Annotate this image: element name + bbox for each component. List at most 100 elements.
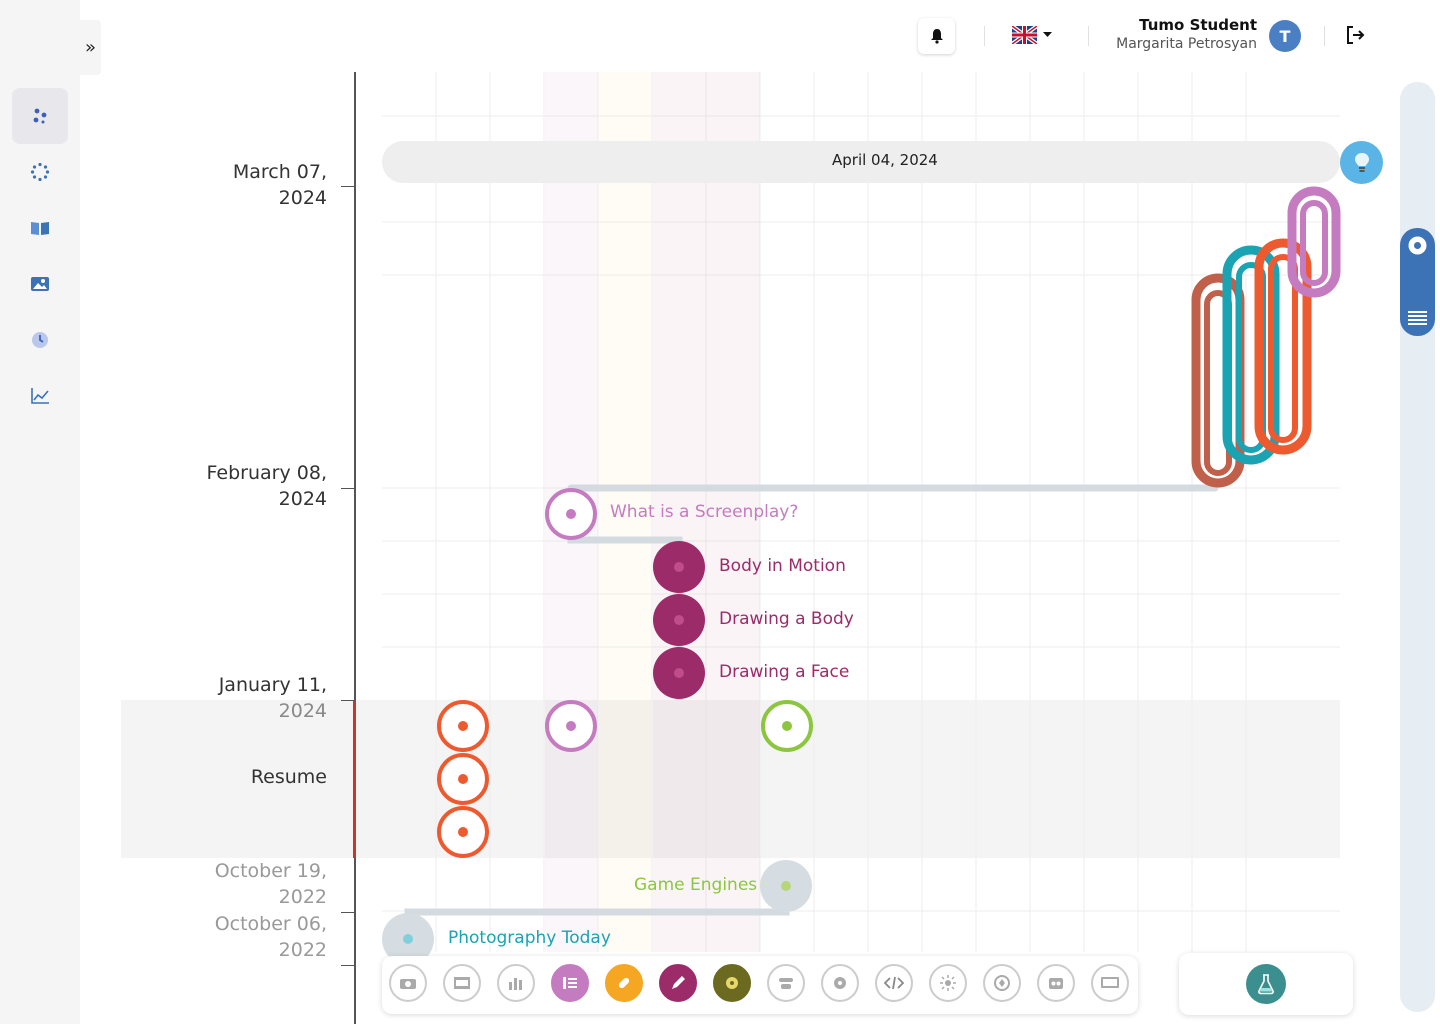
activity-label[interactable]: What is a Screenplay? (610, 502, 799, 522)
code-icon (884, 976, 904, 990)
date-label: January 11, 2024 (218, 674, 327, 722)
resume-node[interactable] (437, 753, 489, 805)
chart-icon (31, 388, 49, 404)
studio-button-film[interactable] (443, 964, 481, 1002)
resume-node[interactable] (437, 700, 489, 752)
activity-node[interactable] (545, 488, 597, 540)
robotics-icon (779, 978, 793, 989)
sidebar-item-clock[interactable] (12, 312, 68, 368)
studio-button-code[interactable] (875, 964, 913, 1002)
divider (1088, 26, 1089, 46)
date-banner (382, 141, 1340, 183)
date-label: February 08, 2024 (206, 462, 327, 510)
paperclip-stack (1191, 186, 1341, 488)
scrollbar-thumb[interactable] (1400, 228, 1435, 336)
resume-node[interactable] (761, 700, 813, 752)
studio-button-game[interactable] (713, 964, 751, 1002)
sidebar (0, 0, 80, 1024)
activity-node[interactable] (653, 647, 705, 699)
sidebar-item-book[interactable] (12, 200, 68, 256)
clock-icon (32, 332, 48, 348)
divider (984, 26, 985, 46)
tick (341, 912, 355, 913)
tick (341, 965, 355, 966)
activity-label[interactable]: Drawing a Face (719, 662, 850, 682)
notifications-button[interactable] (918, 18, 955, 54)
uk-flag-icon (1012, 26, 1037, 44)
list-icon (1408, 311, 1427, 325)
activity-label[interactable]: Photography Today (448, 928, 611, 948)
timeline-axis (354, 72, 356, 1024)
writing-icon (563, 977, 577, 989)
drawing-icon (672, 976, 685, 989)
studio-button-robotics[interactable] (767, 964, 805, 1002)
settings-icon (834, 977, 846, 989)
studio-button-data[interactable] (497, 964, 535, 1002)
3d-icon (994, 975, 1010, 991)
resume-node[interactable] (437, 806, 489, 858)
activity-node[interactable] (760, 860, 812, 912)
book-icon (31, 222, 49, 235)
studio-button-writing[interactable] (551, 964, 589, 1002)
sidebar-item-dashboard[interactable] (12, 88, 68, 144)
expand-sidebar-button[interactable]: » (80, 20, 101, 75)
light-icon (940, 975, 956, 991)
language-selector[interactable] (1012, 26, 1052, 44)
studio-button-photography[interactable] (389, 964, 427, 1002)
screen-icon (1101, 977, 1119, 988)
avatar-letter: T (1279, 26, 1291, 46)
tick (341, 700, 355, 701)
lab-flask-icon (1258, 974, 1274, 995)
gallery-icon (31, 277, 49, 291)
paperclip-icon (1287, 186, 1341, 298)
studio-button-light[interactable] (929, 964, 967, 1002)
resume-band (121, 700, 1340, 858)
timeline-grid (382, 72, 1340, 952)
timeline-scrollbar[interactable] (1400, 82, 1435, 1012)
paperclip-icon (1222, 245, 1280, 465)
date-label: October 06, 2022 (214, 913, 327, 961)
sidebar-item-gallery[interactable] (12, 256, 68, 312)
activity-label[interactable]: Drawing a Body (719, 609, 854, 629)
studio-button-bandaid[interactable] (605, 964, 643, 1002)
column-highlight (599, 72, 652, 952)
activity-node[interactable] (653, 541, 705, 593)
resume-node[interactable] (545, 700, 597, 752)
film-icon (454, 977, 470, 989)
game-icon (726, 977, 738, 989)
logout-icon (1347, 26, 1365, 44)
divider (1324, 26, 1325, 46)
photography-icon (400, 979, 416, 989)
sidebar-item-chart[interactable] (12, 368, 68, 424)
user-name: Margarita Petrosyan (1116, 36, 1257, 52)
lab-button[interactable] (1246, 964, 1286, 1004)
activity-label[interactable]: Game Engines (634, 875, 758, 895)
activity-node[interactable] (653, 594, 705, 646)
target-icon (1408, 236, 1427, 255)
studio-button-settings[interactable] (821, 964, 859, 1002)
activities-icon (30, 162, 50, 182)
sidebar-item-activities[interactable] (12, 144, 68, 200)
date-label: March 07, 2024 (232, 161, 327, 209)
studio-button-screen[interactable] (1091, 964, 1129, 1002)
caret-down-icon (1043, 32, 1052, 37)
bandaid-icon (618, 977, 630, 989)
studio-button-drawing[interactable] (659, 964, 697, 1002)
activity-label[interactable]: Body in Motion (719, 556, 846, 576)
user-role: Tumo Student (1139, 16, 1257, 34)
banner-date: April 04, 2024 (832, 151, 938, 169)
studio-button-3d[interactable] (983, 964, 1021, 1002)
logout-button[interactable] (1344, 24, 1366, 50)
tick (341, 186, 355, 187)
tick (341, 488, 355, 489)
date-label: October 19, 2022 (214, 860, 327, 908)
lightbulb-icon (1354, 152, 1369, 172)
music-icon (1049, 978, 1063, 989)
column-highlight (653, 72, 760, 952)
dashboard-icon (33, 108, 47, 124)
idea-button[interactable] (1340, 141, 1383, 184)
bell-icon (930, 29, 943, 44)
resume-label: Resume (250, 766, 327, 788)
studio-button-music[interactable] (1037, 964, 1075, 1002)
avatar[interactable]: T (1269, 20, 1301, 52)
